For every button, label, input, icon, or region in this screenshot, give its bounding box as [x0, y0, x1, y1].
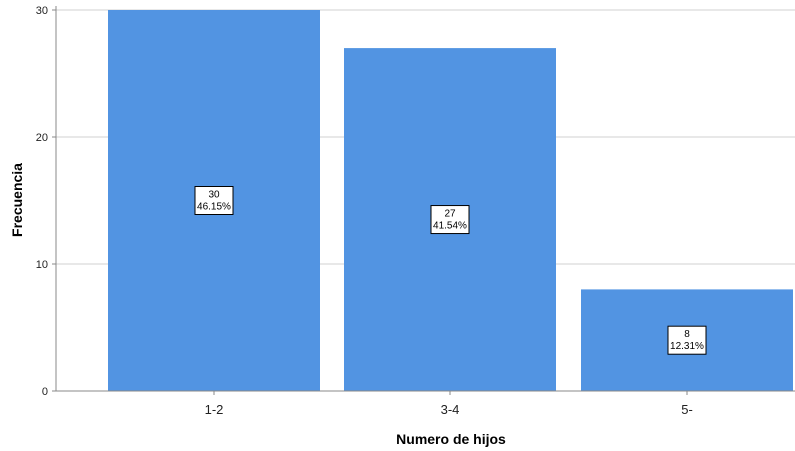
y-tick-label-0: 0 [42, 386, 48, 398]
y-axis-ticks: 0 10 20 30 [36, 5, 56, 398]
y-tick-label-30: 30 [36, 5, 48, 17]
data-label-box-3-4 [430, 205, 470, 235]
x-axis-title: Numero de hijos [396, 431, 506, 447]
y-tick-label-20: 20 [36, 132, 48, 144]
y-axis-title: Frecuencia [9, 163, 25, 237]
axes [55, 6, 795, 392]
data-label-box-1-2 [194, 186, 234, 215]
data-label-percent-1-2: 46.15% [197, 202, 231, 213]
x-tick-label-1-2: 1-2 [205, 402, 224, 417]
data-label-count-5-: 8 [684, 329, 690, 340]
data-label-percent-3-4: 41.54% [433, 221, 467, 232]
data-label-box-5- [667, 325, 707, 355]
data-label-percent-5-: 12.31% [670, 341, 704, 352]
x-tick-label-5-: 5- [681, 402, 693, 417]
x-axis-ticks: 1-2 3-4 5- [205, 391, 693, 417]
data-label-count-3-4: 27 [444, 209, 456, 220]
data-label-5-: 812.31% [667, 325, 707, 355]
data-label-count-1-2: 30 [208, 190, 220, 201]
x-tick-label-3-4: 3-4 [441, 402, 460, 417]
y-tick-label-10: 10 [36, 259, 48, 271]
